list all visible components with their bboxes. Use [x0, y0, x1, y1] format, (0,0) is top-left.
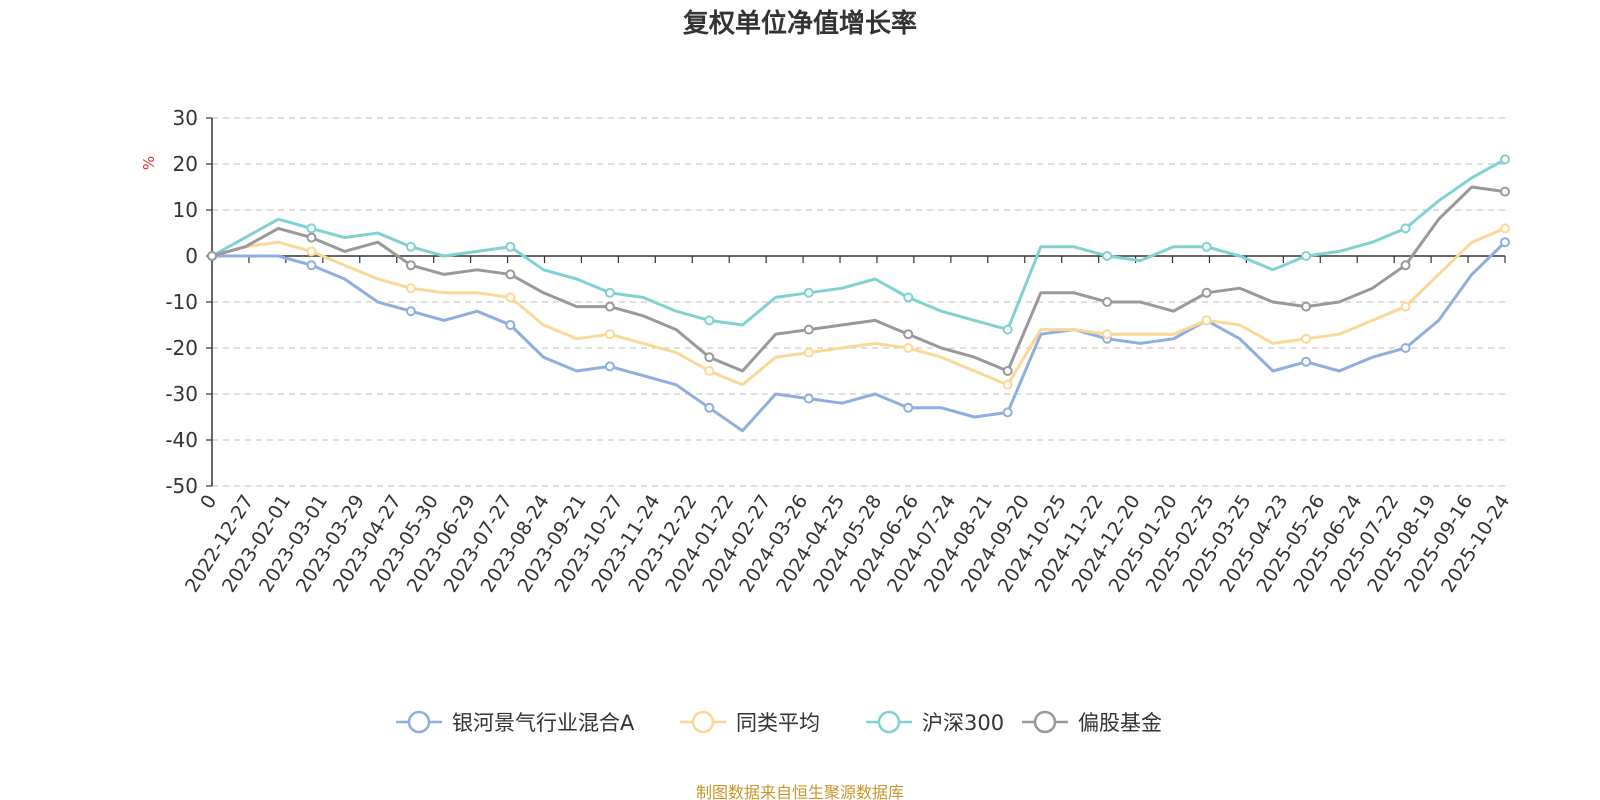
legend-item[interactable]: 沪深300 [866, 710, 1004, 735]
grid-lines [212, 117, 1505, 487]
legend-item[interactable]: 银河景气行业混合A [396, 710, 635, 735]
y-tick-label: 20 [173, 152, 198, 176]
legend-marker [691, 710, 715, 734]
x-tick-label: 0 [196, 491, 221, 513]
data-point [1400, 301, 1411, 312]
data-point [1301, 333, 1312, 344]
data-point [306, 223, 317, 234]
data-point [1102, 329, 1113, 340]
data-point [1002, 366, 1013, 376]
data-point [405, 241, 416, 252]
data-point [1500, 223, 1510, 234]
data-point [1301, 301, 1312, 312]
data-point [704, 315, 715, 326]
data-point [505, 241, 516, 252]
data-point [1201, 315, 1212, 326]
data-point [405, 260, 416, 271]
data-point [1201, 241, 1212, 252]
legend-item[interactable]: 偏股基金 [1022, 710, 1162, 735]
data-point [1002, 407, 1013, 418]
data-point [1301, 251, 1312, 261]
data-point [1400, 223, 1411, 234]
data-point [803, 347, 814, 358]
data-point [1002, 379, 1013, 390]
data-point [505, 269, 516, 280]
data-point [704, 366, 715, 376]
y-tick-label: -40 [165, 428, 198, 452]
legend-marker [877, 710, 901, 734]
y-tick-label: -30 [165, 382, 198, 406]
data-point [803, 287, 814, 298]
data-point [1500, 154, 1510, 165]
data-point [704, 402, 715, 413]
data-point [505, 292, 516, 303]
data-point [1301, 356, 1312, 367]
data-point [1002, 324, 1013, 335]
data-point [803, 324, 814, 335]
data-point [903, 292, 914, 303]
data-point [1500, 186, 1510, 197]
data-point [306, 260, 317, 271]
y-tick-label: -10 [165, 290, 198, 314]
data-point [1102, 297, 1113, 307]
data-point [604, 301, 615, 312]
series-line [211, 185, 1506, 373]
series-line [212, 241, 1507, 433]
data-point [903, 329, 914, 340]
data-point [604, 361, 615, 372]
series-line [211, 158, 1506, 332]
data-point [704, 352, 715, 363]
data-point [405, 306, 416, 317]
legend-label: 沪深300 [922, 711, 1004, 735]
data-point [505, 320, 516, 330]
data-point [903, 402, 914, 413]
data-point [405, 283, 416, 294]
data-point [1500, 237, 1510, 248]
legend-label: 同类平均 [736, 711, 820, 735]
series-2 [207, 154, 1510, 335]
legend-marker [407, 710, 431, 734]
y-axis-unit: % [140, 156, 158, 170]
data-point [1102, 251, 1113, 261]
y-tick-label: 0 [185, 244, 198, 268]
data-point [903, 343, 914, 353]
data-point [803, 393, 814, 404]
data-point [604, 329, 615, 340]
series-lines [207, 154, 1510, 433]
legend[interactable]: 银河景气行业混合A 同类平均 沪深300 偏股基金 [396, 710, 1162, 735]
series-3 [207, 185, 1510, 376]
data-point [306, 246, 317, 257]
data-point [306, 232, 317, 243]
y-tick-label: -50 [165, 474, 198, 498]
legend-marker [1033, 710, 1057, 734]
source-note: 制图数据来自恒生聚源数据库 [696, 783, 904, 800]
data-point [1400, 343, 1411, 353]
data-point [207, 251, 217, 261]
data-point [1400, 260, 1411, 271]
legend-label: 银河景气行业混合A [452, 711, 635, 735]
legend-item[interactable]: 同类平均 [680, 710, 820, 735]
series-line [211, 227, 1506, 387]
y-tick-label: 30 [173, 106, 198, 130]
data-point [1201, 287, 1212, 298]
legend-label: 偏股基金 [1078, 711, 1162, 735]
y-tick-label: 10 [173, 198, 198, 222]
axes: 3020100-10-20-30-40-5002022-12-272023-02… [165, 106, 1514, 596]
y-tick-label: -20 [165, 336, 198, 360]
series-0 [207, 237, 1510, 433]
data-point [604, 287, 615, 298]
chart-title: 复权单位净值增长率 [683, 8, 917, 39]
